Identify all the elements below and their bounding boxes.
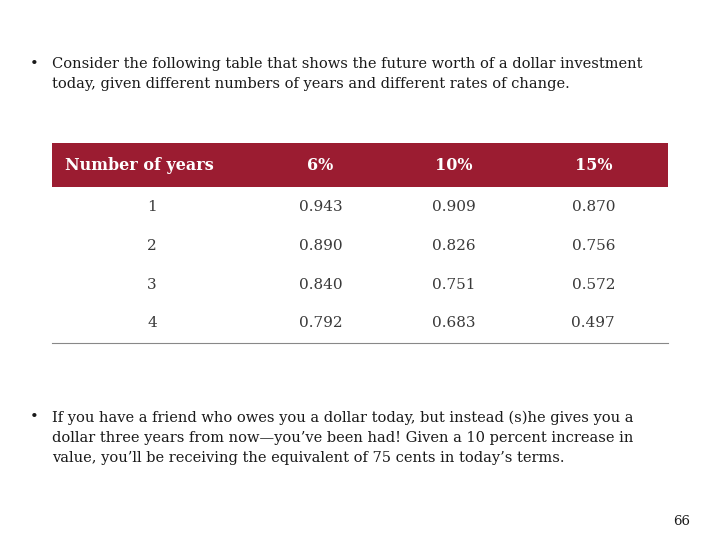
Bar (52, 143, 668, 187)
Text: 1: 1 (147, 200, 157, 214)
Text: 0.756: 0.756 (572, 239, 615, 253)
Text: value, you’ll be receiving the equivalent of 75 cents in today’s terms.: value, you’ll be receiving the equivalen… (52, 451, 564, 465)
Text: 0.890: 0.890 (299, 239, 342, 253)
Text: Number of years: Number of years (65, 157, 214, 174)
Text: 10%: 10% (435, 157, 472, 174)
Bar (52, 226, 668, 265)
Text: 2: 2 (147, 239, 157, 253)
Bar (52, 187, 668, 226)
Text: 0.792: 0.792 (299, 316, 342, 330)
Text: 0.826: 0.826 (432, 239, 475, 253)
Bar (52, 304, 668, 343)
Text: 6%: 6% (307, 157, 333, 174)
Bar (52, 265, 668, 304)
Text: 0.909: 0.909 (432, 200, 475, 214)
Text: 15%: 15% (575, 157, 612, 174)
Text: •: • (30, 57, 39, 71)
Text: Consider the following table that shows the future worth of a dollar investment: Consider the following table that shows … (52, 57, 642, 71)
Text: 0.870: 0.870 (572, 200, 615, 214)
Text: 0.840: 0.840 (299, 278, 342, 292)
Text: 0.572: 0.572 (572, 278, 615, 292)
Text: 0.683: 0.683 (432, 316, 475, 330)
Text: 4: 4 (147, 316, 157, 330)
Text: 3: 3 (147, 278, 157, 292)
Text: today, given different numbers of years and different rates of change.: today, given different numbers of years … (52, 77, 570, 91)
Text: 0.751: 0.751 (432, 278, 475, 292)
Text: •: • (30, 410, 39, 424)
Text: 0.943: 0.943 (299, 200, 342, 214)
Text: 0.497: 0.497 (572, 316, 615, 330)
Text: If you have a friend who owes you a dollar today, but instead (s)he gives you a: If you have a friend who owes you a doll… (52, 410, 634, 425)
Text: dollar three years from now—you’ve been had! Given a 10 percent increase in: dollar three years from now—you’ve been … (52, 431, 633, 445)
Text: 66: 66 (672, 515, 690, 528)
